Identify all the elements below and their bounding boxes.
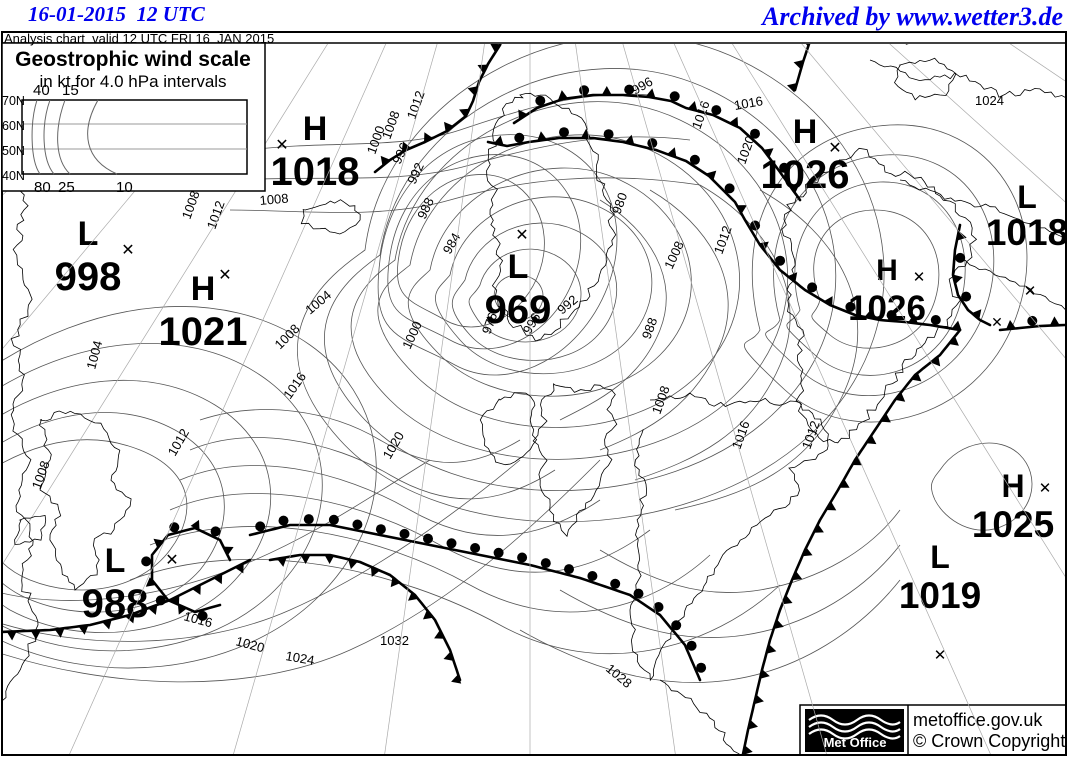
svg-text:✕: ✕ [121, 242, 134, 259]
svg-text:1012: 1012 [404, 89, 428, 121]
svg-text:1012: 1012 [799, 419, 823, 451]
svg-text:1008: 1008 [29, 459, 53, 491]
svg-text:988: 988 [82, 582, 149, 626]
svg-text:1016: 1016 [182, 608, 214, 630]
svg-text:1024: 1024 [975, 93, 1004, 108]
svg-text:1024: 1024 [284, 648, 315, 668]
svg-text:998: 998 [55, 255, 122, 299]
svg-text:1018: 1018 [271, 150, 360, 194]
svg-text:1012: 1012 [711, 224, 735, 256]
svg-text:10: 10 [116, 179, 133, 196]
svg-text:1020: 1020 [234, 633, 266, 655]
svg-text:1016: 1016 [729, 419, 753, 451]
svg-text:✕: ✕ [991, 314, 1003, 330]
svg-text:15: 15 [62, 82, 79, 99]
svg-text:✕: ✕ [828, 140, 841, 157]
svg-text:H: H [876, 254, 898, 287]
svg-text:992: 992 [404, 160, 427, 186]
svg-text:1019: 1019 [899, 575, 981, 616]
svg-text:H: H [303, 110, 328, 148]
svg-text:70N: 70N [2, 94, 25, 108]
svg-text:✕: ✕ [515, 227, 528, 244]
svg-text:1020: 1020 [380, 429, 407, 462]
svg-text:✕: ✕ [934, 647, 947, 664]
svg-text:25: 25 [58, 179, 75, 196]
svg-text:1018: 1018 [986, 212, 1068, 253]
svg-text:60N: 60N [2, 119, 25, 133]
svg-text:L: L [1017, 179, 1037, 215]
svg-text:✕: ✕ [218, 267, 231, 284]
svg-text:1020: 1020 [734, 134, 758, 166]
svg-text:Met Office: Met Office [824, 735, 887, 750]
svg-text:1008: 1008 [259, 191, 289, 208]
svg-text:1016: 1016 [733, 93, 764, 113]
svg-text:✕: ✕ [913, 269, 926, 286]
svg-text:1032: 1032 [380, 633, 409, 648]
svg-text:✕: ✕ [165, 552, 178, 569]
svg-text:Geostrophic wind scale: Geostrophic wind scale [15, 48, 251, 71]
svg-text:1012: 1012 [204, 199, 228, 231]
svg-text:1008: 1008 [179, 189, 203, 221]
svg-text:1004: 1004 [83, 339, 105, 371]
svg-text:992: 992 [478, 0, 498, 11]
svg-text:H: H [191, 270, 216, 308]
svg-text:1012: 1012 [165, 426, 192, 459]
svg-text:L: L [105, 542, 126, 580]
svg-text:✕: ✕ [1024, 283, 1037, 300]
svg-text:L: L [508, 248, 529, 286]
svg-text:1020: 1020 [902, 26, 934, 48]
svg-text:50N: 50N [2, 144, 25, 158]
svg-text:L: L [930, 539, 950, 575]
svg-text:H: H [1001, 468, 1024, 504]
svg-text:H: H [793, 113, 818, 151]
svg-text:1021: 1021 [159, 310, 248, 354]
svg-text:✕: ✕ [1039, 480, 1052, 497]
svg-text:1026: 1026 [848, 289, 926, 328]
svg-text:40: 40 [33, 82, 50, 99]
svg-text:40N: 40N [2, 169, 25, 183]
svg-text:1000: 1000 [364, 124, 388, 156]
svg-text:1028: 1028 [603, 661, 635, 691]
svg-text:© Crown Copyright: © Crown Copyright [913, 731, 1065, 751]
svg-text:1000: 1000 [399, 319, 425, 352]
svg-text:✕: ✕ [275, 137, 288, 154]
svg-text:80: 80 [34, 179, 51, 196]
